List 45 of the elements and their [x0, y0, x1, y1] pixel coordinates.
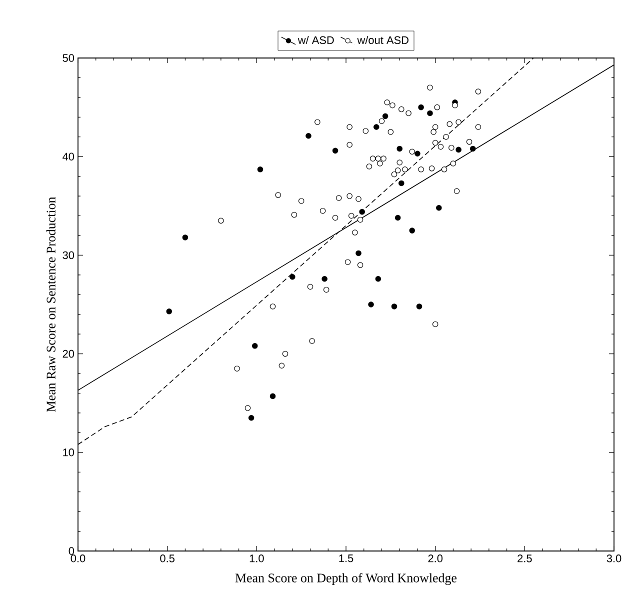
point	[322, 276, 328, 282]
x-tick-label: 0.5	[160, 554, 174, 562]
point	[436, 204, 442, 211]
legend-label: w/ ASD	[298, 36, 334, 44]
x-tick-label: 1.5	[339, 554, 354, 562]
point	[456, 146, 462, 153]
point	[391, 304, 398, 310]
point	[332, 148, 338, 154]
y-tick-label: 50	[62, 54, 74, 62]
x-tick-label: 0.0	[70, 554, 86, 562]
point	[418, 104, 424, 110]
point	[416, 304, 422, 310]
y-tick-label: 0	[68, 547, 74, 555]
x-tick-label: 2.5	[518, 554, 532, 562]
point	[373, 124, 380, 130]
point	[470, 146, 476, 152]
point	[359, 208, 365, 215]
point	[427, 110, 433, 116]
y-tick-label: 30	[62, 251, 74, 260]
point	[414, 150, 420, 157]
point	[375, 276, 382, 282]
point	[382, 113, 388, 120]
x-tick-label: 2.0	[428, 554, 443, 562]
point	[252, 343, 258, 349]
legend-label: w/out ASD	[357, 36, 408, 44]
x-tick-label: 3.0	[606, 554, 622, 562]
y-tick-label: 10	[63, 448, 74, 456]
point	[182, 234, 188, 240]
point	[394, 214, 401, 221]
point	[356, 250, 362, 256]
y-tick-label: 40	[62, 152, 74, 160]
point	[306, 133, 312, 139]
point	[257, 166, 264, 172]
point	[248, 415, 254, 421]
point	[396, 146, 402, 152]
point	[398, 180, 404, 186]
y-axis-title: Mean Raw Score on Sentence Production	[46, 196, 56, 412]
point	[290, 274, 296, 280]
point	[409, 228, 416, 234]
point	[166, 308, 172, 314]
x-tick-label: 1.0	[250, 554, 264, 562]
y-tick-label: 20	[62, 350, 74, 358]
point	[270, 393, 276, 400]
point	[368, 302, 374, 308]
x-axis-title: Mean Score on Depth of Word Knowledge	[235, 573, 457, 586]
